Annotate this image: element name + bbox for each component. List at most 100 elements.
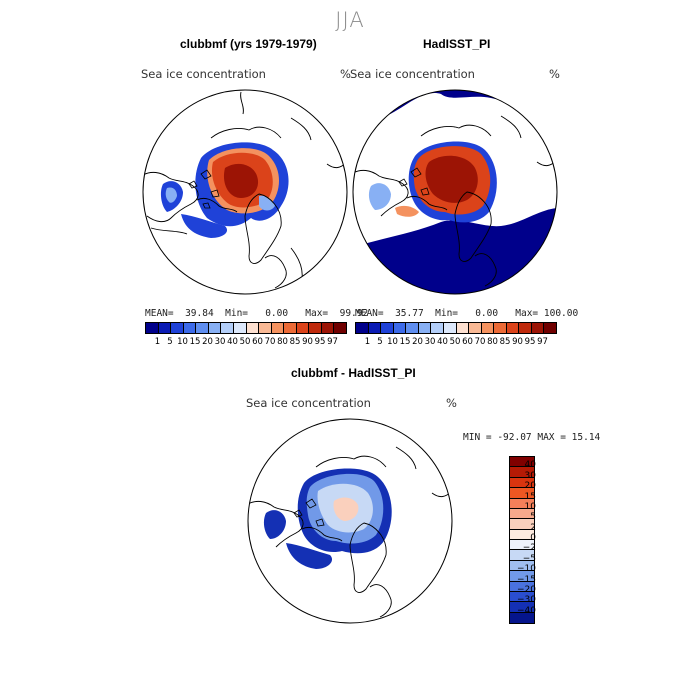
panel1-colorbar-label: 30 bbox=[214, 337, 226, 347]
panel1-stats: MEAN= 39.84 Min= 0.00 Max= 99.92 bbox=[145, 308, 369, 319]
difference-colorbar-swatch bbox=[510, 508, 534, 520]
panel3-greenland bbox=[349, 522, 387, 593]
panel1-colorbar-label: 70 bbox=[264, 337, 276, 347]
panel2-colorbar-swatch bbox=[531, 323, 545, 333]
panel1-colorbar-label: 40 bbox=[227, 337, 238, 347]
panel1-colorbar-swatch bbox=[146, 323, 159, 333]
panel1-colorbar-swatch bbox=[284, 323, 297, 333]
panel2-colorbar-label: 5 bbox=[377, 337, 383, 347]
panel1-colorbar-label: 10 bbox=[177, 337, 188, 347]
panel1-colorbar-swatch bbox=[321, 323, 335, 333]
panel2-colorbar-swatch bbox=[431, 323, 444, 333]
panel2-baffin-ice bbox=[368, 183, 391, 210]
panel2-colorbar-label: 90 bbox=[512, 337, 523, 347]
panel2-colorbar-label: 80 bbox=[487, 337, 498, 347]
difference-colorbar-swatch bbox=[510, 519, 534, 530]
panel1-polar-map bbox=[142, 89, 348, 295]
panel1-colorbar-label: 20 bbox=[202, 337, 213, 347]
panel1-colorbar-swatch bbox=[221, 323, 234, 333]
panel3-subtitle: Sea ice concentration bbox=[246, 396, 371, 410]
panel2-colorbar-label: 60 bbox=[462, 337, 473, 347]
panel2-coastline-canada bbox=[353, 169, 448, 217]
panel2-colorbar-swatch bbox=[418, 323, 432, 333]
panel1-colorbar-swatch bbox=[271, 323, 285, 333]
difference-colorbar-swatch bbox=[510, 488, 534, 499]
difference-colorbar-swatch bbox=[510, 540, 534, 551]
panel2-colorbar-swatch bbox=[381, 323, 394, 333]
panel1-colorbar-label: 97 bbox=[327, 337, 338, 347]
panel2-colorbar bbox=[355, 322, 557, 334]
panel1-colorbar-label: 95 bbox=[314, 337, 326, 347]
panel3-islands bbox=[293, 498, 325, 527]
difference-colorbar-label: 20 bbox=[524, 481, 536, 492]
panel2-colorbar-swatch bbox=[506, 323, 520, 333]
difference-colorbar-swatch bbox=[510, 581, 534, 592]
panel3-unit: % bbox=[446, 396, 457, 410]
panel2-unit: % bbox=[549, 67, 560, 81]
panel3-title: clubbmf - HadISST_PI bbox=[291, 366, 416, 380]
panel1-coastline-canada bbox=[143, 171, 238, 235]
panel2-colorbar-swatch bbox=[406, 323, 419, 333]
panel2-colorbar-label: 1 bbox=[364, 337, 371, 347]
difference-colorbar-swatch bbox=[510, 467, 534, 478]
difference-colorbar-label: −10 bbox=[517, 564, 536, 575]
panel2-colorbar-label: 95 bbox=[524, 337, 536, 347]
difference-colorbar-swatch bbox=[510, 550, 534, 561]
difference-colorbar-label: 5 bbox=[530, 512, 536, 523]
panel2-title: HadISST_PI bbox=[423, 37, 491, 51]
panel1-colorbar-swatch bbox=[158, 323, 172, 333]
panel1-unit: % bbox=[340, 67, 351, 81]
season-title: JJA bbox=[335, 8, 365, 32]
panel2-polar-map bbox=[352, 89, 558, 295]
panel2-atlantic-open-water bbox=[353, 208, 557, 294]
panel1-colorbar-label: 15 bbox=[189, 337, 201, 347]
difference-colorbar-swatch bbox=[510, 571, 534, 582]
difference-colorbar-label: 30 bbox=[524, 470, 536, 481]
panel1-coastline-eurasia bbox=[210, 91, 347, 169]
panel2-colorbar-swatch bbox=[368, 323, 382, 333]
difference-colorbar-label: −40 bbox=[517, 605, 536, 616]
panel1-title: clubbmf (yrs 1979-1979) bbox=[180, 37, 317, 51]
difference-colorbar-label: −30 bbox=[517, 595, 536, 606]
panel2-colorbar-label: 40 bbox=[437, 337, 448, 347]
panel3-diff-pos-weak bbox=[333, 497, 359, 521]
panel2-colorbar-swatch bbox=[519, 323, 532, 333]
difference-colorbar-swatch bbox=[510, 498, 534, 509]
panel1-colorbar-label: 5 bbox=[167, 337, 173, 347]
panel2-colorbar-swatch bbox=[469, 323, 482, 333]
panel2-greenland bbox=[454, 191, 492, 262]
panel1-islands bbox=[188, 169, 220, 209]
panel2-colorbar-swatch bbox=[544, 323, 556, 333]
difference-colorbar-label: 0 bbox=[530, 533, 536, 543]
panel2-colorbar-label: 10 bbox=[387, 337, 398, 347]
panel1-colorbar-label: 85 bbox=[289, 337, 301, 347]
panel2-colorbar-labels: 1 5 10 15 20 30 40 50 60 70 80 85 90 95 97 bbox=[355, 337, 555, 347]
panel3-difference-map bbox=[247, 418, 453, 624]
panel1-colorbar-labels: 1 5 10 15 20 30 40 50 60 70 80 85 90 95 97 bbox=[145, 337, 345, 347]
panel2-colorbar-label: 20 bbox=[412, 337, 423, 347]
panel1-colorbar-swatch bbox=[259, 323, 272, 333]
panel1-colorbar-swatch bbox=[246, 323, 260, 333]
panel1-colorbar-swatch bbox=[309, 323, 322, 333]
panel1-colorbar-label: 90 bbox=[302, 337, 313, 347]
difference-colorbar-swatch bbox=[510, 560, 534, 572]
panel1-colorbar-swatch bbox=[334, 323, 346, 333]
panel1-colorbar-swatch bbox=[171, 323, 184, 333]
difference-colorbar-swatch bbox=[510, 591, 534, 603]
difference-colorbar-swatch bbox=[510, 602, 534, 613]
panel1-colorbar-label: 60 bbox=[252, 337, 263, 347]
panel2-colorbar-swatch bbox=[393, 323, 407, 333]
panel3-coastline-canada bbox=[248, 500, 343, 548]
panel1-ice-core bbox=[223, 163, 259, 198]
panel1-greenland-gap-ice bbox=[259, 195, 275, 211]
panel2-colorbar-swatch bbox=[443, 323, 457, 333]
panel2-colorbar-label: 50 bbox=[449, 337, 461, 347]
panel2-colorbar-label: 70 bbox=[474, 337, 486, 347]
panel1-subtitle: Sea ice concentration bbox=[141, 67, 266, 81]
panel1-colorbar-swatch bbox=[233, 323, 247, 333]
panel3-hudson-diff bbox=[286, 543, 333, 569]
panel1-colorbar bbox=[145, 322, 347, 334]
panel2-colorbar-label: 97 bbox=[537, 337, 548, 347]
panel2-colorbar-swatch bbox=[356, 323, 369, 333]
